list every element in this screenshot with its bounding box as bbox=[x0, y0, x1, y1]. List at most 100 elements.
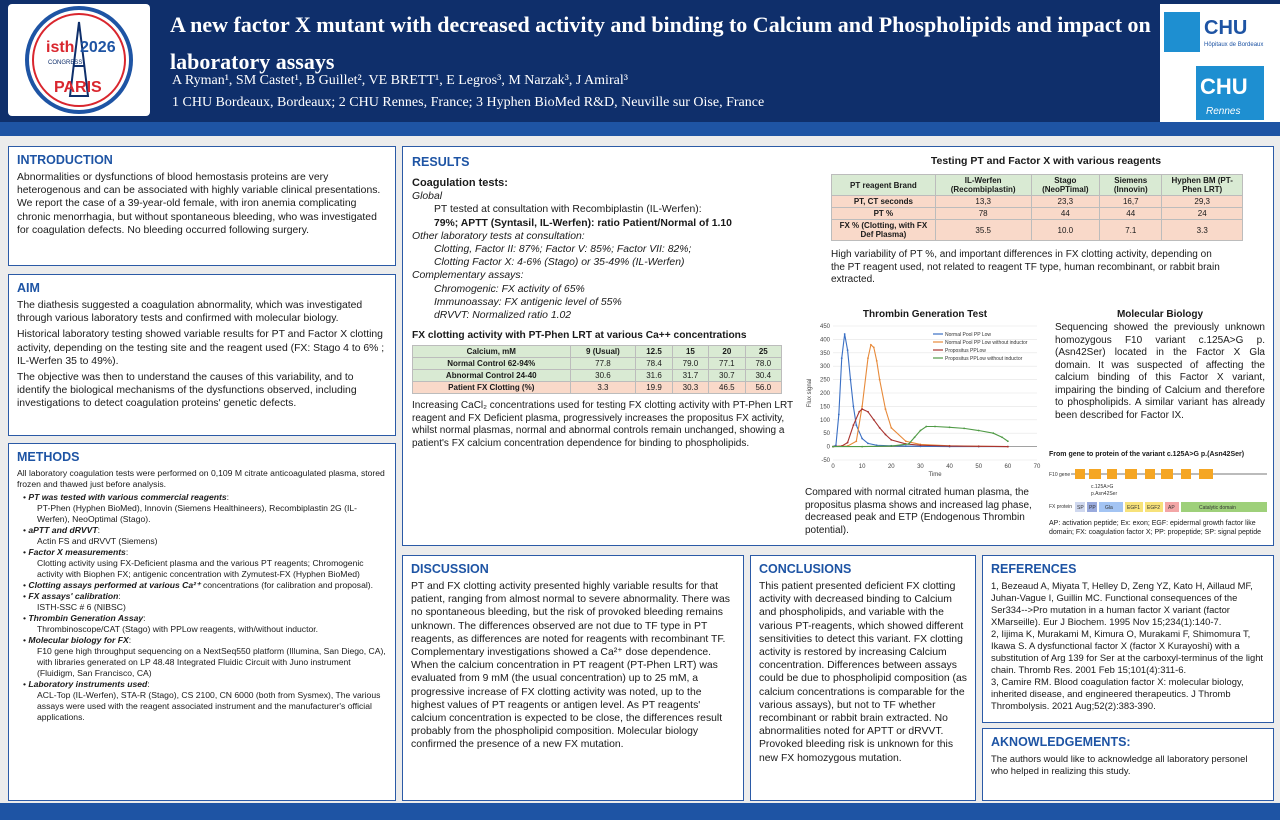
table-cell: 30.3 bbox=[671, 381, 710, 395]
table-cell: 3.3 bbox=[569, 381, 637, 395]
isth-logo: isth 2026 CONGRESS PARIS bbox=[8, 4, 150, 116]
table-cell: 56.0 bbox=[744, 381, 783, 395]
series-point bbox=[840, 357, 843, 360]
methods-item-tail: : bbox=[125, 547, 129, 557]
other-line1: Clotting, Factor II: 87%; Factor V: 85%;… bbox=[434, 244, 692, 256]
series-point bbox=[890, 439, 893, 441]
x-tick-label: 60 bbox=[1005, 464, 1012, 470]
poster-authors: A Ryman¹, SM Castet¹, B Guillet², VE BRE… bbox=[172, 70, 1162, 114]
chu-bordeaux-subtitle: Hôpitaux de Bordeaux bbox=[1204, 42, 1263, 48]
series-point bbox=[904, 440, 907, 443]
table-cell: 44 bbox=[1099, 207, 1163, 220]
series-line-3 bbox=[833, 425, 1009, 448]
table-cell: 31.6 bbox=[635, 369, 673, 383]
chu-rennes-logo: CHU bbox=[1200, 74, 1248, 99]
results-panel: RESULTS Coagulation tests: Global PT tes… bbox=[402, 146, 1274, 546]
methods-item-tail: : bbox=[226, 492, 230, 502]
introduction-panel: INTRODUCTION Abnormalities or dysfunctio… bbox=[8, 146, 396, 266]
discussion-text: PT and FX clotting activity presented hi… bbox=[411, 581, 730, 751]
mol-text: Sequencing showed the previously unknown… bbox=[1055, 322, 1265, 421]
methods-item-detail: Actin FS and dRVVT (Siemens) bbox=[37, 536, 158, 546]
ca-table: Calcium, mM 9 (Usual) 12.5 15 20 25 Normal Con… bbox=[412, 345, 783, 395]
discussion-panel: DISCUSSION PT and FX clotting activity p… bbox=[402, 555, 744, 801]
y-tick-label: 450 bbox=[820, 324, 831, 330]
methods-item-head: Factor X measurements bbox=[28, 547, 126, 557]
series-line-0 bbox=[832, 333, 1008, 448]
aim-paragraph-3: The objective was then to understand the… bbox=[17, 372, 357, 410]
domain-catalytic: Catalytic domain bbox=[1199, 505, 1236, 511]
table-cell: 7.1 bbox=[1099, 219, 1163, 241]
table-corner: Calcium, mM bbox=[412, 345, 571, 359]
x-axis-label: Time bbox=[928, 472, 942, 478]
table-row: PT, CT seconds 13,3 23,3 16,7 29,3 bbox=[831, 195, 1243, 208]
x-tick-label: 70 bbox=[1034, 464, 1041, 470]
series-point bbox=[977, 429, 980, 432]
table-cell: 24 bbox=[1161, 207, 1243, 220]
pt-table: PT reagent Brand IL-Werfen (Recombiplasti… bbox=[831, 174, 1243, 241]
table-cell: 30.7 bbox=[708, 369, 746, 383]
methods-item: • PT was tested with various commercial … bbox=[23, 492, 230, 502]
methods-panel: METHODS All laboratory coagulation tests… bbox=[8, 443, 396, 801]
x-tick-label: 50 bbox=[975, 464, 982, 470]
methods-item-head: FX assays' calibration bbox=[28, 591, 119, 601]
domain-sp: SP bbox=[1077, 505, 1084, 511]
methods-item-head: Thrombin Generation Assay bbox=[28, 613, 144, 623]
gene-diagram: F10 gene c.125A>G p.Asn42Ser FX protein … bbox=[1049, 469, 1267, 512]
methods-item-detail: ISTH-SSC # 6 (NIBSC) bbox=[37, 602, 126, 612]
global-line2: 79%; APTT (Syntasil, IL-Werfen): ratio P… bbox=[434, 217, 732, 229]
introduction-heading: INTRODUCTION bbox=[17, 153, 113, 167]
table-cell: 78 bbox=[934, 207, 1032, 220]
table-cell: 3.3 bbox=[1161, 219, 1243, 241]
series-point bbox=[904, 445, 907, 447]
table-row-label: PT % bbox=[831, 207, 936, 220]
chu-bordeaux-logo: CHU bbox=[1204, 17, 1247, 39]
table-row-label: Normal Control 62-94% bbox=[412, 357, 571, 371]
global-label: Global bbox=[412, 191, 443, 203]
y-tick-label: 100 bbox=[820, 418, 831, 424]
series-point bbox=[867, 410, 869, 413]
series-point bbox=[869, 343, 872, 346]
series-point bbox=[907, 443, 910, 445]
global-line1: PT tested at consultation with Recombipl… bbox=[434, 204, 702, 216]
y-tick-label: 400 bbox=[820, 337, 831, 343]
series-point bbox=[977, 445, 980, 448]
methods-item-detail: PT-Phen (Hyphen BioMed), Innovin (Siemen… bbox=[37, 503, 358, 524]
legend-entry: Propositus PPLow bbox=[945, 348, 986, 354]
series-point bbox=[846, 349, 849, 352]
table-row-label: FX % (Clotting, with FX Def Plasma) bbox=[831, 219, 936, 241]
table-row-label: Patient FX Clotting (%) bbox=[412, 381, 571, 395]
acknowledgements-heading: AKNOWLEDGEMENTS: bbox=[991, 735, 1131, 749]
author-list: A Ryman¹, SM Castet¹, B Guillet², VE BRE… bbox=[172, 73, 628, 88]
x-tick-label: 30 bbox=[917, 464, 924, 470]
legend-entry: Normal Pool PP Low without inductor bbox=[945, 340, 1028, 346]
table-cell: 10.0 bbox=[1030, 219, 1101, 241]
affiliations: 1 CHU Bordeaux, Bordeaux; 2 CHU Rennes, … bbox=[172, 95, 765, 110]
table-corner: PT reagent Brand bbox=[831, 174, 936, 196]
table-cell: 29,3 bbox=[1161, 195, 1243, 208]
y-tick-label: 200 bbox=[820, 391, 831, 397]
table-column-header: Hyphen BM (PT-Phen LRT) bbox=[1161, 174, 1243, 196]
introduction-text: Abnormalities or dysfunctions of blood h… bbox=[17, 172, 381, 236]
table-row-label: PT, CT seconds bbox=[831, 195, 936, 208]
table-cell: 46.5 bbox=[708, 381, 746, 395]
pt-caption: High variability of PT %, and important … bbox=[831, 249, 1220, 285]
series-point bbox=[849, 378, 852, 381]
series-point bbox=[1001, 436, 1003, 439]
methods-item-head: Laboratory instruments used bbox=[28, 679, 148, 689]
header-stripe bbox=[0, 122, 1280, 136]
aim-paragraph-1: The diathesis suggested a coagulation ab… bbox=[17, 300, 363, 325]
mol-title: Molecular Biology bbox=[1116, 309, 1204, 320]
table-column-header: 12.5 bbox=[635, 345, 673, 359]
methods-item-head: Molecular biology for FX bbox=[28, 635, 129, 645]
series-point bbox=[913, 436, 916, 439]
comp-line2: Immunoassay: FX antigenic level of 55% bbox=[434, 296, 622, 308]
table-column-header: IL-Werfen (Recombiplastin) bbox=[934, 174, 1032, 196]
series-line-2 bbox=[832, 408, 1008, 448]
table-cell: 78.4 bbox=[635, 357, 673, 371]
table-cell: 35.5 bbox=[934, 219, 1032, 241]
methods-item-tail: concentrations (for calibration and prop… bbox=[200, 580, 374, 590]
chu-logos: CHU Hôpitaux de Bordeaux CHU Rennes bbox=[1160, 4, 1280, 122]
series-point bbox=[846, 441, 849, 444]
series-point bbox=[855, 440, 858, 443]
